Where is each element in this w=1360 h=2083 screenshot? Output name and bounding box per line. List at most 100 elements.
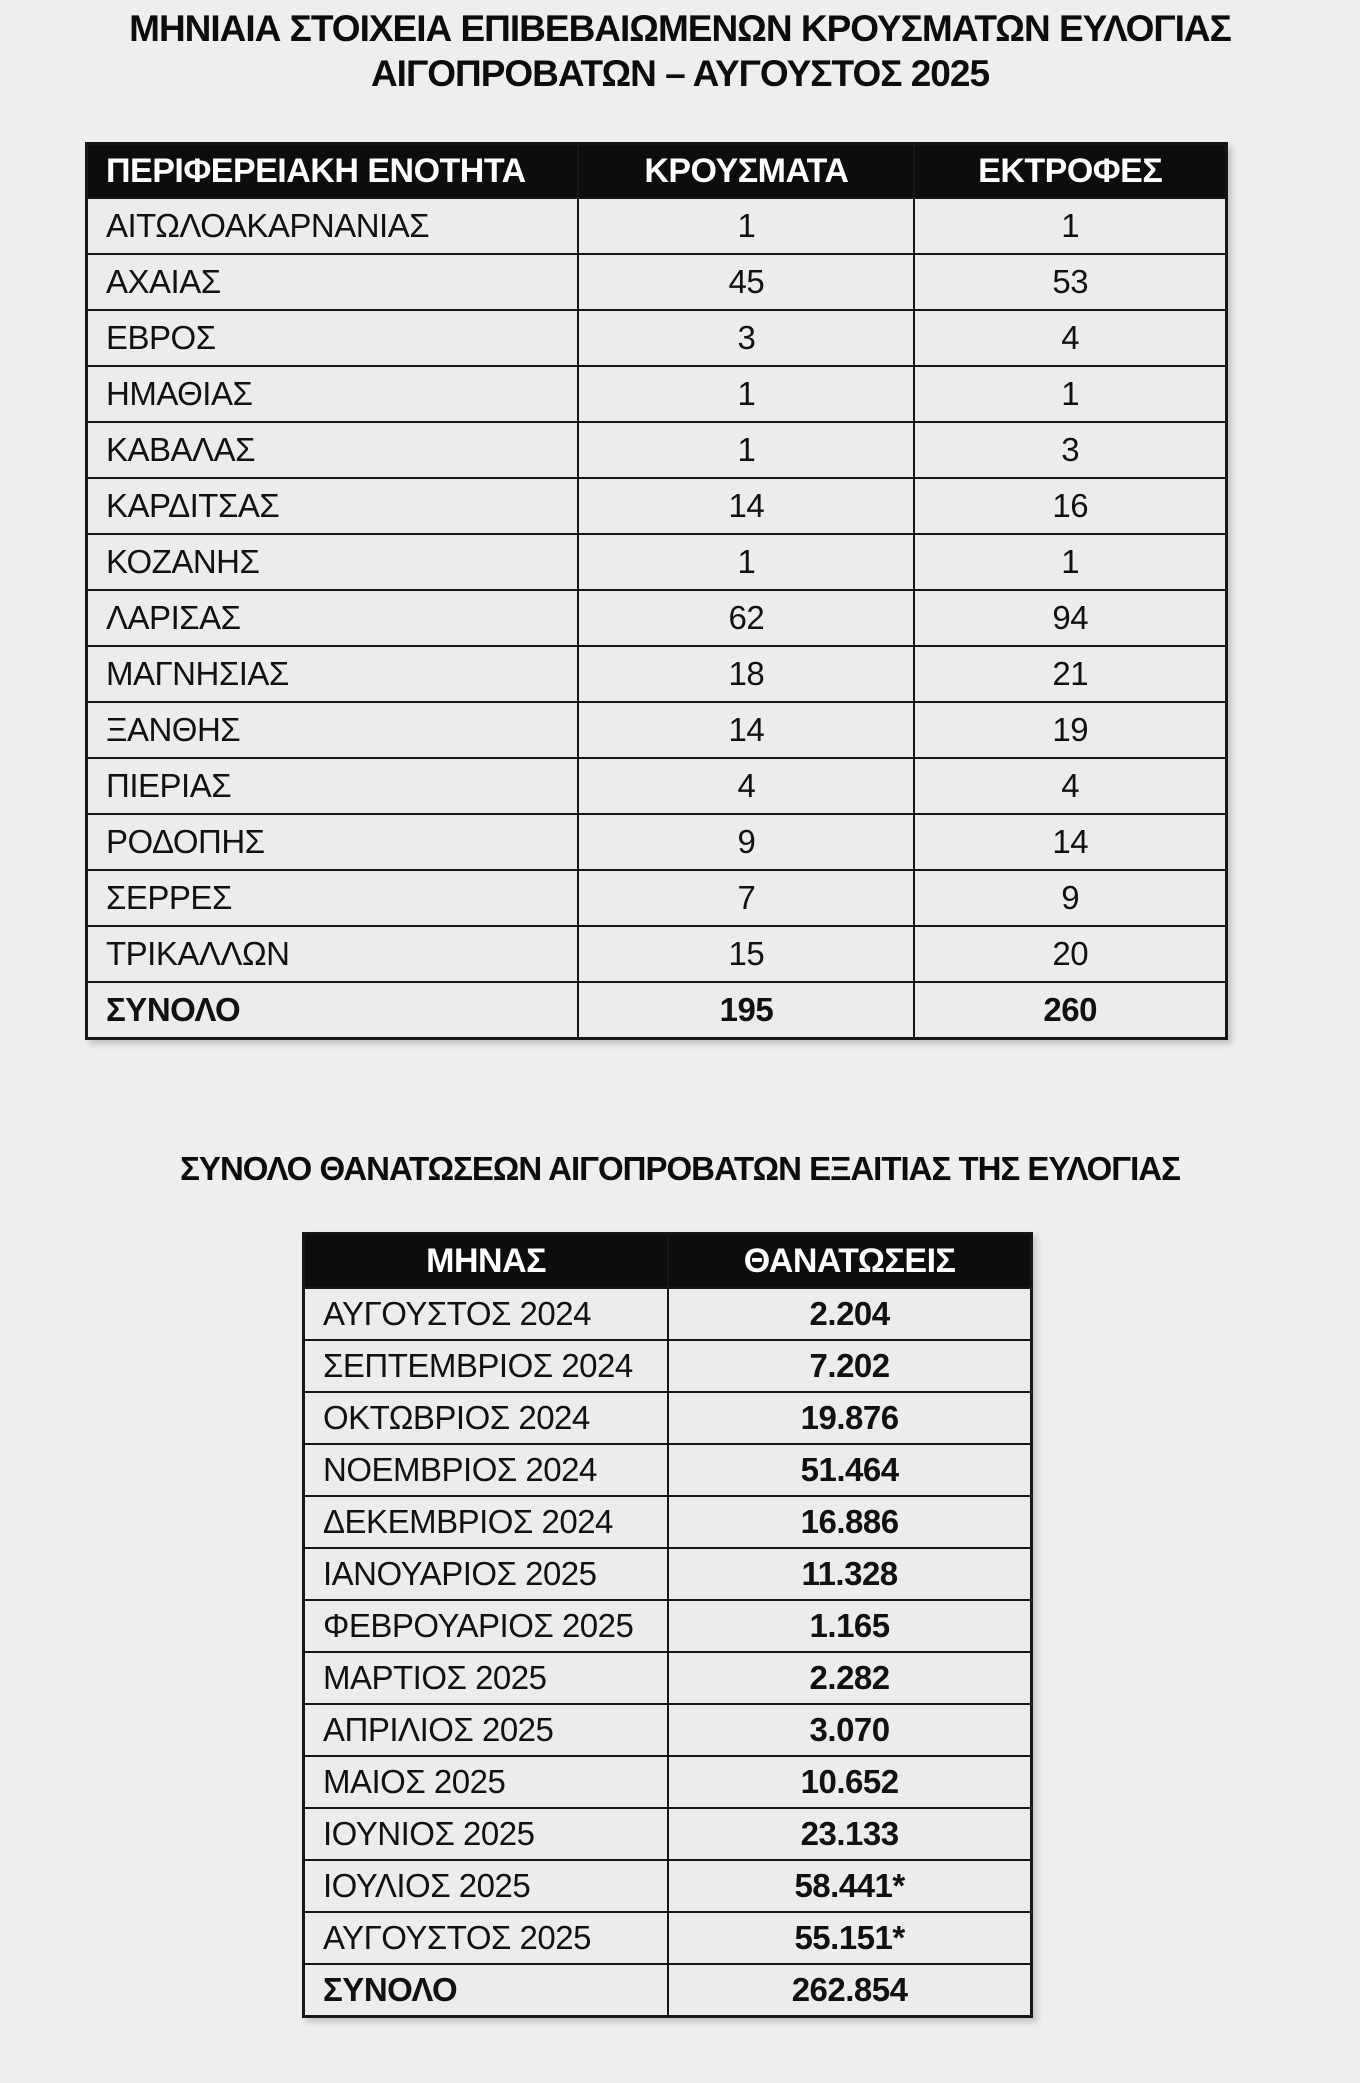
month-cell: ΜΑΡΤΙΟΣ 2025 (302, 1651, 670, 1705)
farms-cell: 20 (913, 925, 1228, 983)
month-cell: ΔΕΚΕΜΒΡΙΟΣ 2024 (302, 1495, 670, 1549)
region-cell: ΛΑΡΙΣΑΣ (85, 589, 580, 647)
deaths-cell: 19.876 (667, 1391, 1033, 1445)
cases-cell: 1 (577, 365, 916, 423)
cases-cell: 1 (577, 533, 916, 591)
month-cell: ΑΥΓΟΥΣΤΟΣ 2025 (302, 1911, 670, 1965)
month-cell: ΦΕΒΡΟΥΑΡΙΟΣ 2025 (302, 1599, 670, 1653)
table-row: ΦΕΒΡΟΥΑΡΙΟΣ 2025 1.165 (302, 1599, 1033, 1653)
cases-cell: 3 (577, 309, 916, 367)
table-row: ΚΑΡΔΙΤΣΑΣ 14 16 (85, 477, 1228, 535)
region-cell: ΑΧΑΙΑΣ (85, 253, 580, 311)
region-cell: ΤΡΙΚΑΛΛΩΝ (85, 925, 580, 983)
farms-cell: 4 (913, 757, 1228, 815)
table-row: ΚΑΒΑΛΑΣ 1 3 (85, 421, 1228, 479)
deaths-cell: 23.133 (667, 1807, 1033, 1861)
table-row: ΙΟΥΝΙΟΣ 2025 23.133 (302, 1807, 1033, 1861)
monthly-deaths-table: ΜΗΝΑΣ ΘΑΝΑΤΩΣΕΙΣ ΑΥΓΟΥΣΤΟΣ 2024 2.204 ΣΕΠΤ… (302, 1232, 1033, 2018)
table-row: ΠΙΕΡΙΑΣ 4 4 (85, 757, 1228, 815)
column-header-cases: ΚΡΟΥΣΜΑΤΑ (577, 142, 916, 199)
table-row: ΙΟΥΛΙΟΣ 2025 58.441* (302, 1859, 1033, 1913)
farms-cell: 21 (913, 645, 1228, 703)
month-cell: ΟΚΤΩΒΡΙΟΣ 2024 (302, 1391, 670, 1445)
region-cell: ΑΙΤΩΛΟΑΚΑΡΝΑΝΙΑΣ (85, 197, 580, 255)
farms-cell: 14 (913, 813, 1228, 871)
farms-cell: 19 (913, 701, 1228, 759)
cases-cell: 7 (577, 869, 916, 927)
month-cell: ΝΟΕΜΒΡΙΟΣ 2024 (302, 1443, 670, 1497)
farms-cell: 3 (913, 421, 1228, 479)
column-header-month: ΜΗΝΑΣ (302, 1232, 670, 1289)
table-row: ΗΜΑΘΙΑΣ 1 1 (85, 365, 1228, 423)
table-row: ΑΥΓΟΥΣΤΟΣ 2024 2.204 (302, 1287, 1033, 1341)
month-cell: ΜΑΙΟΣ 2025 (302, 1755, 670, 1809)
region-cell: ΚΟΖΑΝΗΣ (85, 533, 580, 591)
region-cell: ΚΑΡΔΙΤΣΑΣ (85, 477, 580, 535)
deaths-cell: 7.202 (667, 1339, 1033, 1393)
region-cell: ΕΒΡΟΣ (85, 309, 580, 367)
table-row: ΑΥΓΟΥΣΤΟΣ 2025 55.151* (302, 1911, 1033, 1965)
total-label-cell: ΣΥΝΟΛΟ (85, 981, 580, 1040)
table-header-row: ΜΗΝΑΣ ΘΑΝΑΤΩΣΕΙΣ (302, 1232, 1033, 1289)
region-cell: ΞΑΝΘΗΣ (85, 701, 580, 759)
cases-cell: 15 (577, 925, 916, 983)
deaths-cell: 10.652 (667, 1755, 1033, 1809)
table-row: ΔΕΚΕΜΒΡΙΟΣ 2024 16.886 (302, 1495, 1033, 1549)
farms-cell: 4 (913, 309, 1228, 367)
table-row: ΜΑΓΝΗΣΙΑΣ 18 21 (85, 645, 1228, 703)
table-row: ΙΑΝΟΥΑΡΙΟΣ 2025 11.328 (302, 1547, 1033, 1601)
region-cell: ΜΑΓΝΗΣΙΑΣ (85, 645, 580, 703)
deaths-cell: 58.441* (667, 1859, 1033, 1913)
page-title: ΜΗΝΙΑΙΑ ΣΤΟΙΧΕΙΑ ΕΠΙΒΕΒΑΙΩΜΕΝΩΝ ΚΡΟΥΣΜΑΤ… (129, 8, 1232, 95)
farms-cell: 1 (913, 533, 1228, 591)
month-cell: ΑΠΡΙΛΙΟΣ 2025 (302, 1703, 670, 1757)
farms-cell: 1 (913, 197, 1228, 255)
deaths-cell: 16.886 (667, 1495, 1033, 1549)
table-row: ΑΧΑΙΑΣ 45 53 (85, 253, 1228, 311)
region-cell: ΠΙΕΡΙΑΣ (85, 757, 580, 815)
total-row: ΣΥΝΟΛΟ 195 260 (85, 981, 1228, 1040)
farms-cell: 94 (913, 589, 1228, 647)
cases-cell: 1 (577, 421, 916, 479)
cases-cell: 18 (577, 645, 916, 703)
farms-cell: 1 (913, 365, 1228, 423)
cases-cell: 62 (577, 589, 916, 647)
month-cell: ΑΥΓΟΥΣΤΟΣ 2024 (302, 1287, 670, 1341)
total-cases-cell: 195 (577, 981, 916, 1040)
deaths-cell: 1.165 (667, 1599, 1033, 1653)
table-row: ΚΟΖΑΝΗΣ 1 1 (85, 533, 1228, 591)
column-header-region: ΠΕΡΙΦΕΡΕΙΑΚΗ ΕΝΟΤΗΤΑ (85, 142, 580, 199)
table-row: ΞΑΝΘΗΣ 14 19 (85, 701, 1228, 759)
month-cell: ΣΕΠΤΕΜΒΡΙΟΣ 2024 (302, 1339, 670, 1393)
total-farms-cell: 260 (913, 981, 1228, 1040)
deaths-cell: 3.070 (667, 1703, 1033, 1757)
deaths-cell: 51.464 (667, 1443, 1033, 1497)
region-cell: ΚΑΒΑΛΑΣ (85, 421, 580, 479)
deaths-cell: 11.328 (667, 1547, 1033, 1601)
farms-cell: 53 (913, 253, 1228, 311)
region-cell: ΣΕΡΡΕΣ (85, 869, 580, 927)
cases-cell: 45 (577, 253, 916, 311)
deaths-cell: 55.151* (667, 1911, 1033, 1965)
farms-cell: 16 (913, 477, 1228, 535)
table-row: ΝΟΕΜΒΡΙΟΣ 2024 51.464 (302, 1443, 1033, 1497)
month-cell: ΙΟΥΝΙΟΣ 2025 (302, 1807, 670, 1861)
column-header-farms: ΕΚΤΡΟΦΕΣ (913, 142, 1228, 199)
table-row: ΣΕΡΡΕΣ 7 9 (85, 869, 1228, 927)
total-row: ΣΥΝΟΛΟ 262.854 (302, 1963, 1033, 2018)
table-row: ΛΑΡΙΣΑΣ 62 94 (85, 589, 1228, 647)
deaths-cell: 2.204 (667, 1287, 1033, 1341)
table-row: ΡΟΔΟΠΗΣ 9 14 (85, 813, 1228, 871)
total-deaths-cell: 262.854 (667, 1963, 1033, 2018)
region-cell: ΡΟΔΟΠΗΣ (85, 813, 580, 871)
farms-cell: 9 (913, 869, 1228, 927)
table-row: ΕΒΡΟΣ 3 4 (85, 309, 1228, 367)
regional-cases-table: ΠΕΡΙΦΕΡΕΙΑΚΗ ΕΝΟΤΗΤΑ ΚΡΟΥΣΜΑΤΑ ΕΚΤΡΟΦΕΣ … (85, 142, 1228, 1040)
deaths-section-heading: ΣΥΝΟΛΟ ΘΑΝΑΤΩΣΕΩΝ ΑΙΓΟΠΡΟΒΑΤΩΝ ΕΞΑΙΤΙΑΣ … (180, 1150, 1181, 1187)
month-cell: ΙΑΝΟΥΑΡΙΟΣ 2025 (302, 1547, 670, 1601)
table-row: ΜΑΡΤΙΟΣ 2025 2.282 (302, 1651, 1033, 1705)
region-cell: ΗΜΑΘΙΑΣ (85, 365, 580, 423)
table-row: ΑΙΤΩΛΟΑΚΑΡΝΑΝΙΑΣ 1 1 (85, 197, 1228, 255)
month-cell: ΙΟΥΛΙΟΣ 2025 (302, 1859, 670, 1913)
cases-cell: 1 (577, 197, 916, 255)
